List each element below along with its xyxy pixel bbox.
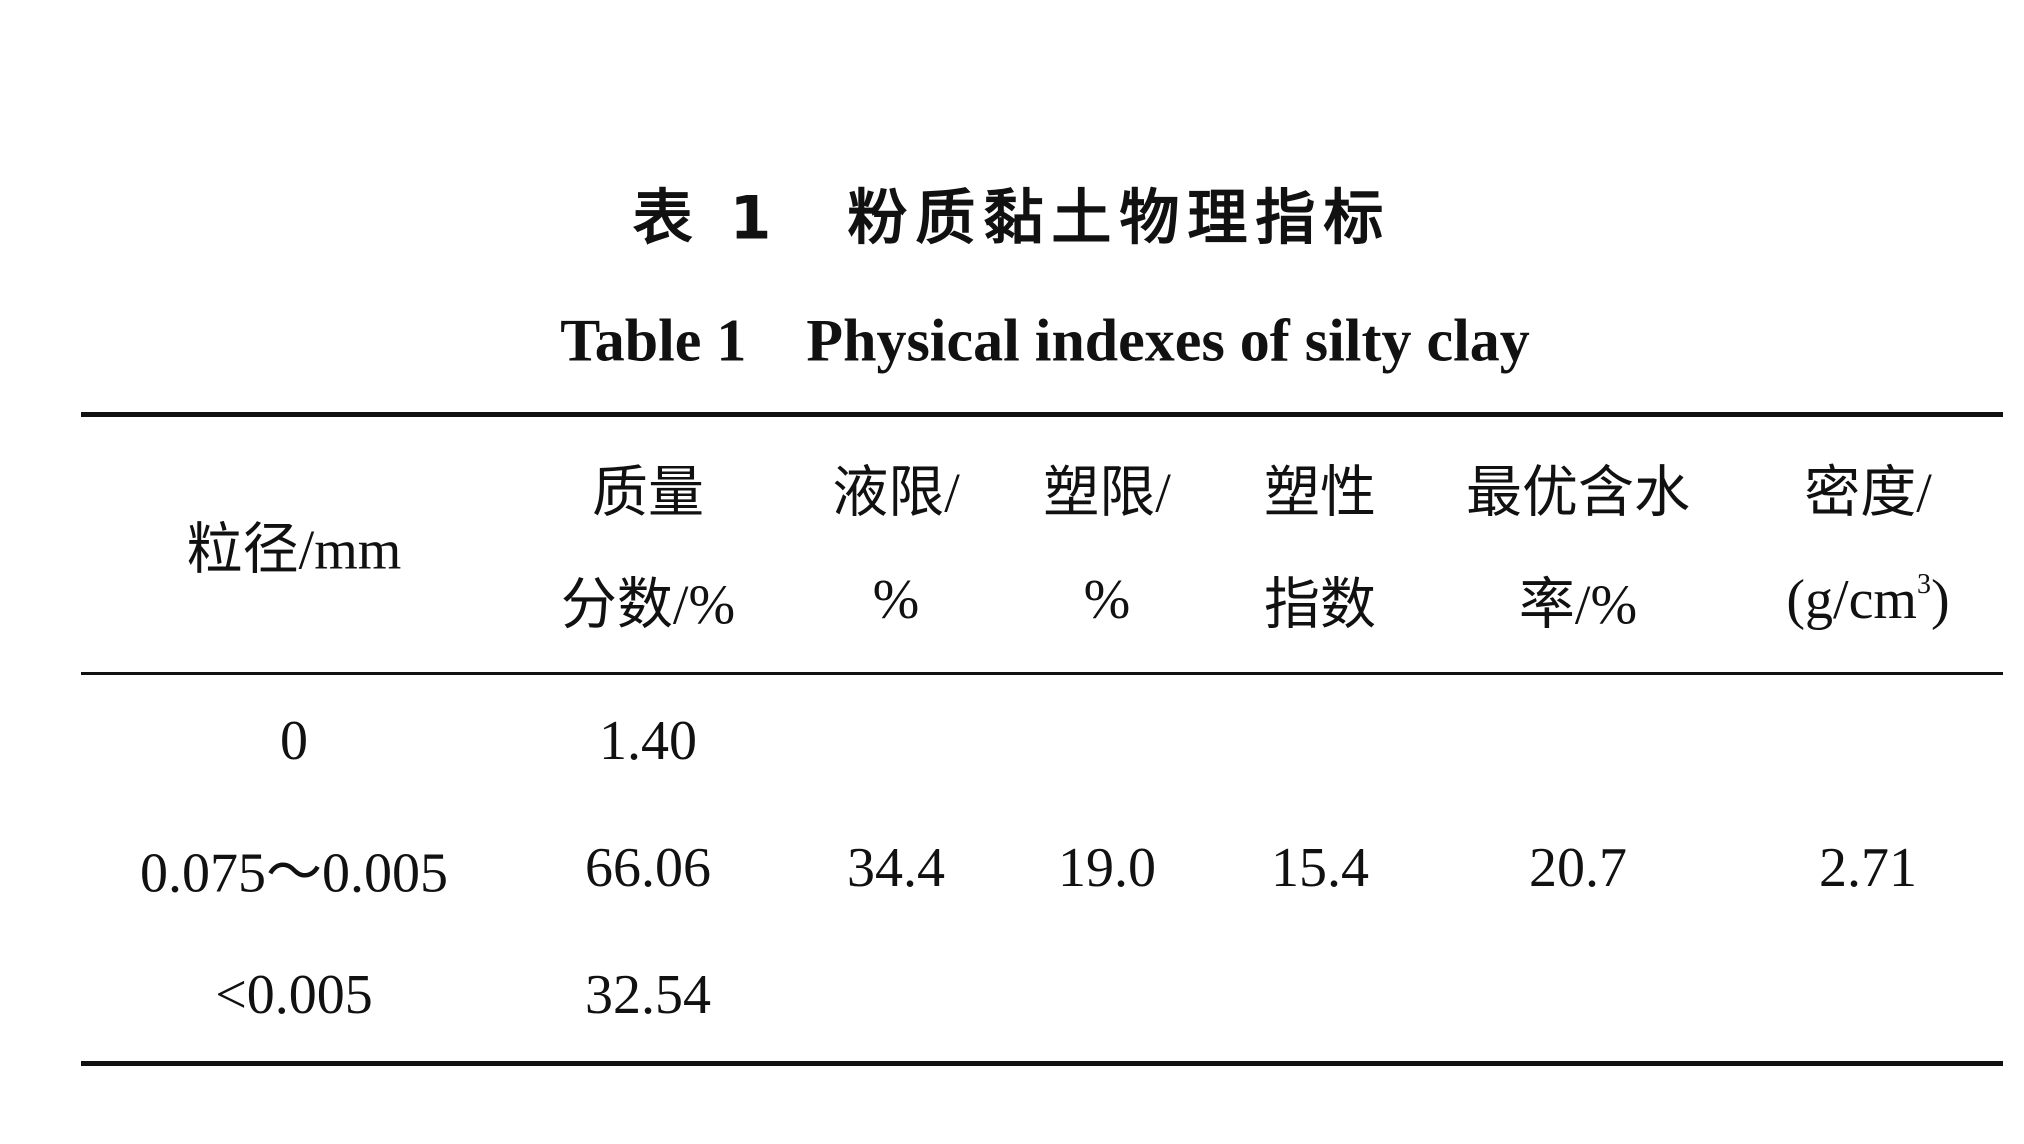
shared-cell: 20.7 [1529, 837, 1627, 899]
bottom-rule [81, 1061, 2003, 1066]
header-part: ) [1930, 569, 1950, 631]
shared-cell: 34.4 [847, 837, 945, 899]
body-cell: 1.40 [599, 710, 697, 772]
header-cell: 最优含水 [1466, 462, 1690, 525]
header-cell: 液限/ [832, 462, 960, 525]
body-cell: 0 [280, 710, 308, 772]
body-cell: <0.005 [215, 964, 373, 1026]
header-part: (g/cm [1786, 569, 1917, 631]
header-cell: % [872, 569, 920, 631]
shared-cell: 19.0 [1058, 837, 1156, 899]
header-cell: 密度/ [1804, 462, 1932, 525]
header-cell: 粒径/mm [186, 519, 402, 582]
header-cell: 指数 [1264, 574, 1376, 637]
header-cell: % [1083, 569, 1131, 631]
title-en: Table 1 Physical indexes of silty clay [560, 307, 1530, 374]
header-cell: 率/% [1518, 574, 1638, 637]
body-cell: 66.06 [585, 837, 711, 899]
header-cell: 分数/% [560, 574, 736, 637]
header-cell: 塑限/ [1043, 462, 1171, 525]
header-cell: (g/cm3) [1786, 568, 1949, 632]
shared-cell: 2.71 [1819, 837, 1917, 899]
title-zh: 表 1 粉质黏土物理指标 [632, 183, 1392, 254]
header-cell: 质量 [592, 462, 704, 525]
body-cell: 0.075～0.005 [140, 842, 448, 905]
shared-cell: 15.4 [1271, 837, 1369, 899]
header-part: 3 [1916, 568, 1931, 600]
header-rule [81, 672, 2003, 675]
header-cell: 塑性 [1264, 462, 1376, 525]
top-rule [81, 412, 2003, 417]
body-cell: 32.54 [585, 964, 711, 1026]
